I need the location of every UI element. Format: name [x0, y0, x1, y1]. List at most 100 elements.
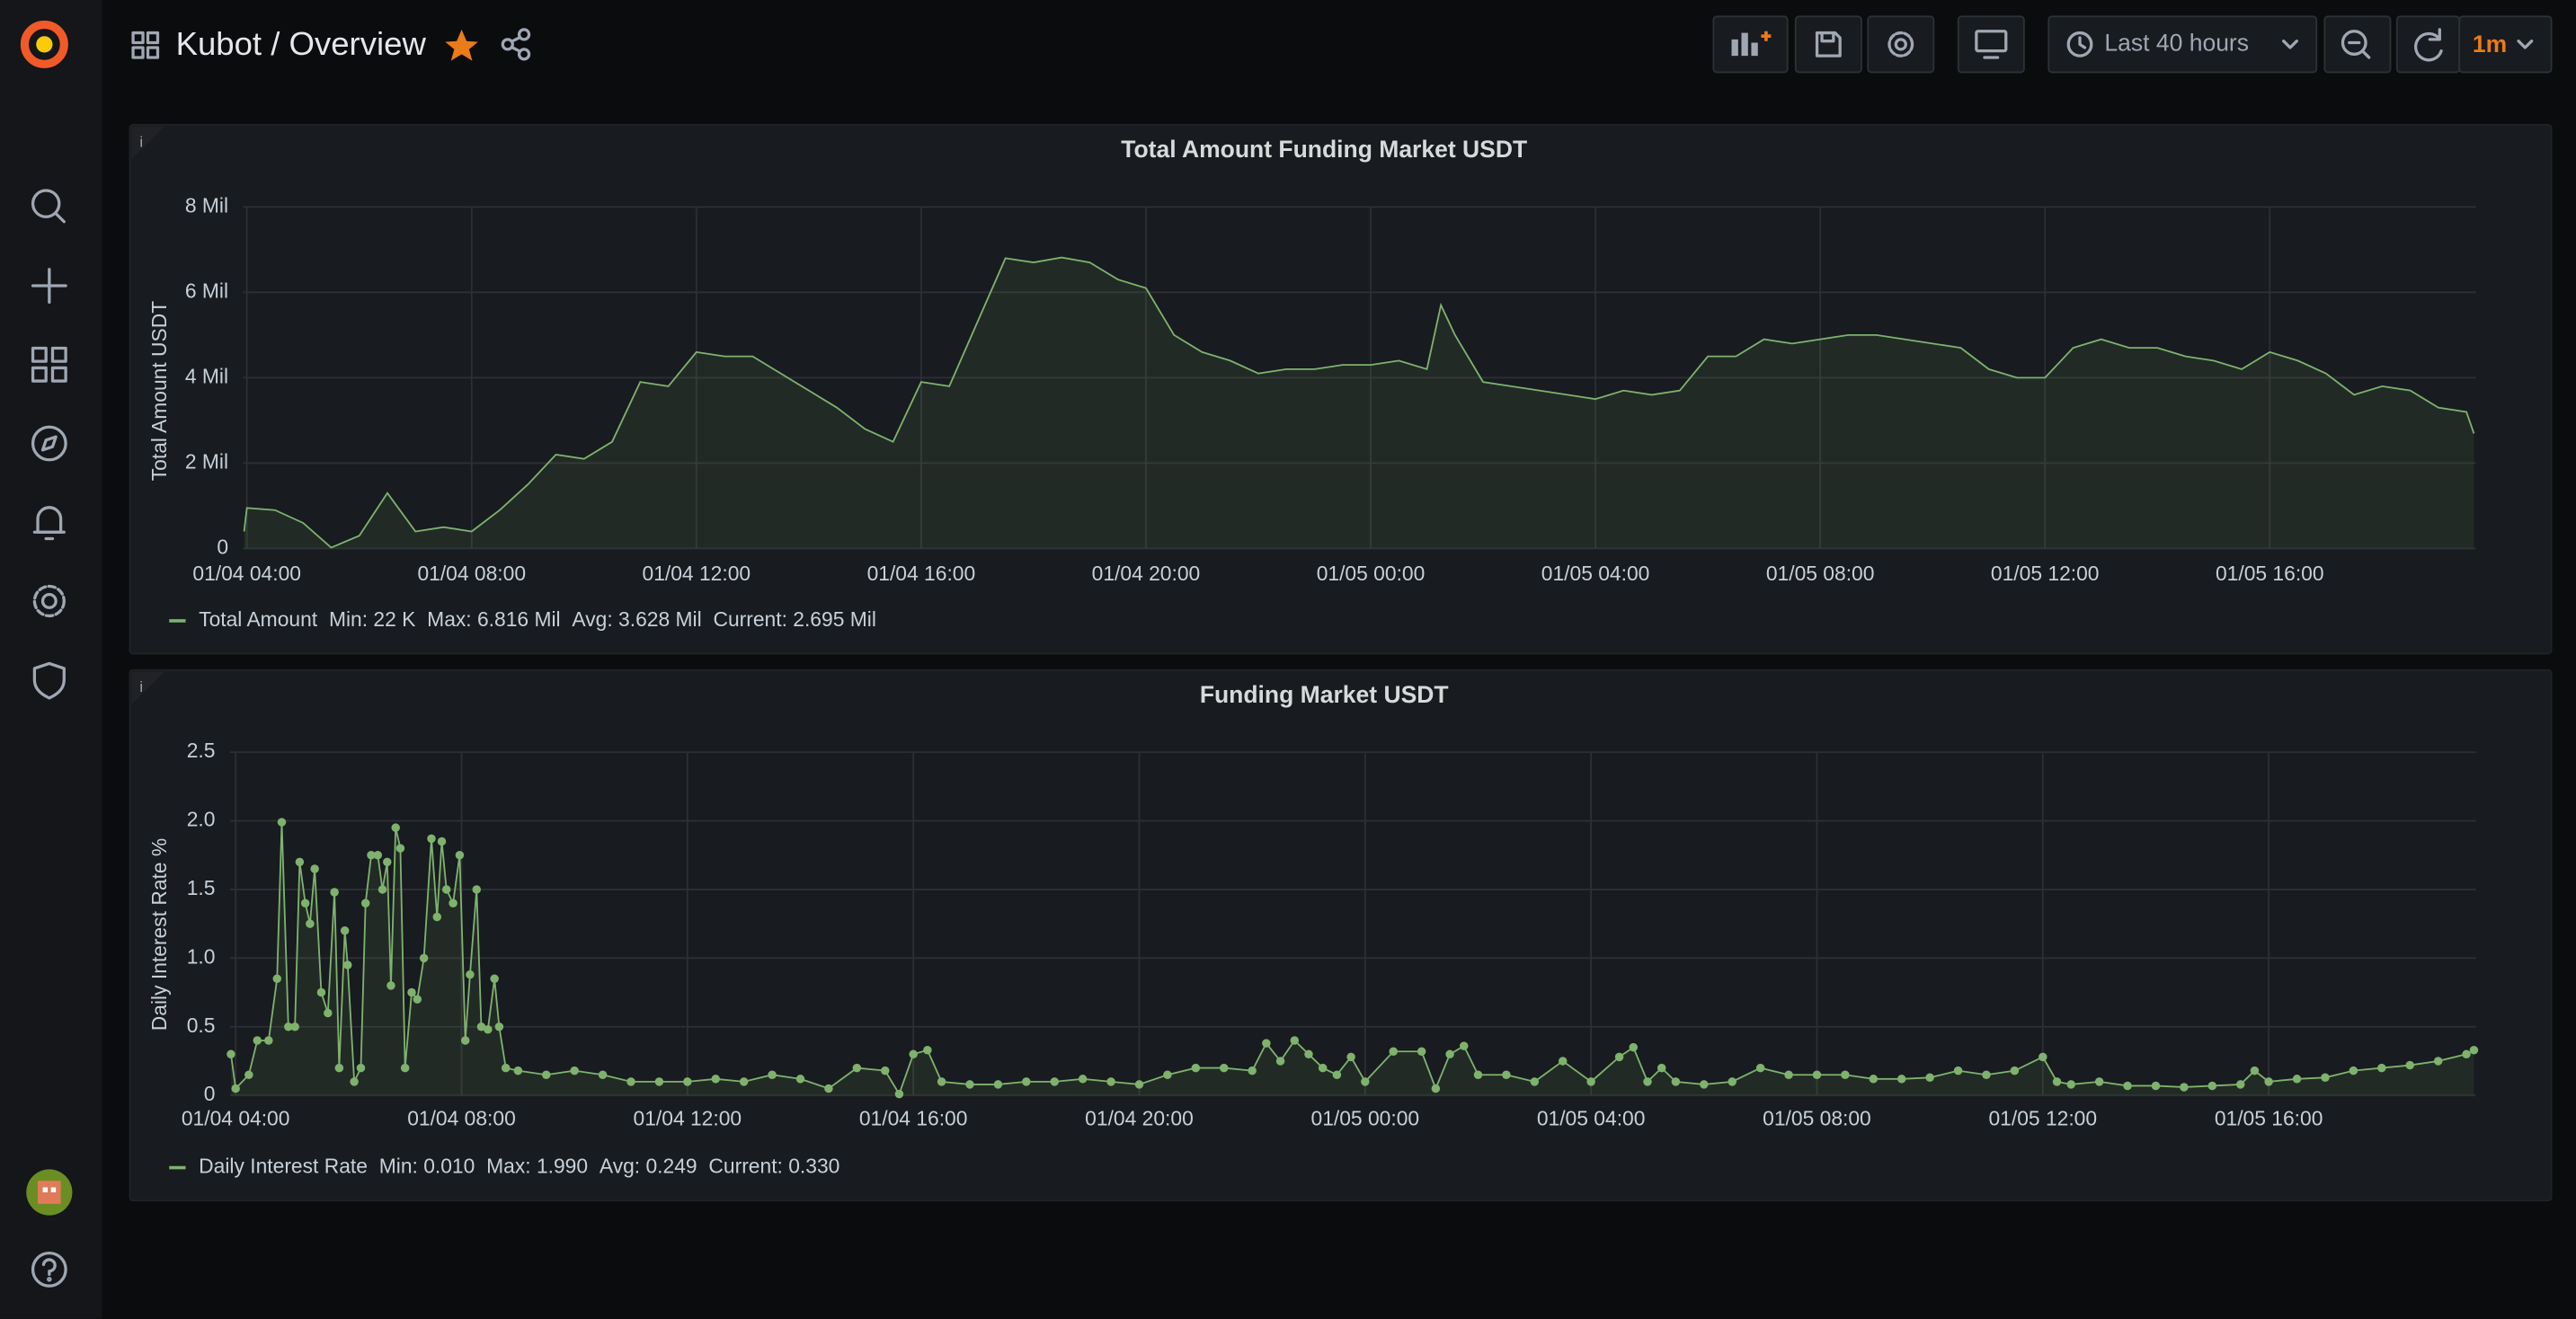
settings-button[interactable] [1867, 15, 1935, 74]
data-point [993, 1080, 1003, 1089]
data-point [1346, 1052, 1355, 1062]
data-point [768, 1070, 777, 1079]
data-point [1445, 1049, 1454, 1059]
legend-stat: Max: 6.816 Mil [427, 607, 560, 631]
refresh-button[interactable] [2395, 15, 2461, 74]
dashboard-title[interactable]: Kubot / Overview [176, 25, 427, 62]
dashboards-icon[interactable] [31, 346, 67, 383]
data-point [1558, 1057, 1568, 1066]
data-point [1784, 1070, 1793, 1079]
tv-icon [1975, 30, 2008, 59]
data-point [413, 995, 422, 1004]
data-point [1389, 1047, 1398, 1057]
refresh-interval-picker[interactable] [2458, 15, 2553, 74]
chevron-icon [2517, 40, 2534, 49]
legend-stat: Current: 0.330 [708, 1155, 839, 1178]
data-point [1431, 1084, 1441, 1093]
configuration-icon[interactable] [32, 584, 66, 618]
legend-series-name: Total Amount [199, 607, 318, 631]
data-point [2264, 1077, 2273, 1086]
data-point [513, 1066, 523, 1076]
data-point [2292, 1075, 2302, 1084]
x-tick-label: 01/04 04:00 [192, 562, 301, 585]
time-picker[interactable] [2047, 15, 2318, 74]
data-point [909, 1049, 918, 1059]
data-point [441, 885, 451, 894]
data-point [1614, 1052, 1624, 1062]
y-axis-label: Total Amount USDT [147, 301, 171, 482]
data-point [880, 1066, 890, 1076]
data-point [1022, 1077, 1031, 1086]
data-point [1304, 1049, 1313, 1059]
data-point [1473, 1070, 1483, 1079]
alerting-icon[interactable] [32, 506, 66, 541]
data-point [330, 888, 339, 897]
help-icon[interactable] [31, 1251, 67, 1288]
x-tick-label: 01/05 16:00 [2216, 562, 2324, 585]
data-point [1262, 1039, 1271, 1048]
data-point [356, 1063, 366, 1073]
data-point [484, 1025, 493, 1034]
data-point [407, 987, 416, 997]
y-tick-label: 2.5 [187, 739, 216, 762]
data-point [373, 850, 383, 860]
data-point [2052, 1077, 2062, 1086]
x-tick-label: 01/05 00:00 [1317, 562, 1426, 585]
data-point [541, 1070, 551, 1079]
star-icon[interactable] [445, 29, 478, 61]
legend-stat: Min: 22 K [329, 607, 415, 631]
x-tick-label: 01/04 04:00 [182, 1107, 290, 1130]
data-point [711, 1075, 721, 1084]
data-point [2094, 1077, 2104, 1086]
data-point [1953, 1066, 1963, 1076]
data-point [391, 823, 400, 832]
time-range-label: Last 40 hours [2104, 29, 2249, 56]
data-point [501, 1063, 511, 1073]
panel [129, 668, 2553, 1202]
data-point [654, 1077, 664, 1086]
data-point [937, 1077, 946, 1086]
data-point [1530, 1077, 1540, 1086]
y-tick-label: 2.0 [187, 808, 216, 831]
data-point [2039, 1052, 2047, 1062]
data-point [419, 953, 429, 963]
data-point [1925, 1073, 1934, 1083]
data-point [1417, 1047, 1426, 1057]
data-point [472, 885, 482, 894]
data-point [350, 1077, 359, 1086]
data-point [340, 926, 350, 935]
x-tick-label: 01/05 08:00 [1766, 562, 1875, 585]
explore-icon[interactable] [31, 425, 67, 462]
data-point [1361, 1077, 1370, 1086]
data-point [466, 969, 475, 979]
series-line [230, 822, 2474, 1096]
data-point [253, 1036, 262, 1045]
panel [129, 123, 2553, 655]
legend-stat: Max: 1.990 [486, 1155, 588, 1178]
data-point [1275, 1057, 1285, 1066]
x-tick-label: 01/05 16:00 [2215, 1107, 2323, 1130]
grafana-logo[interactable] [20, 20, 68, 68]
refresh-interval-label: 1m [2473, 31, 2507, 58]
legend-stat: Avg: 0.249 [600, 1155, 697, 1178]
data-point [2010, 1066, 2020, 1076]
add-panel-button[interactable] [1712, 15, 1789, 74]
data-point [1841, 1070, 1850, 1079]
x-tick-label: 01/05 12:00 [1988, 1107, 2097, 1130]
user-avatar[interactable] [26, 1169, 73, 1216]
create-icon[interactable] [31, 268, 67, 304]
save-button[interactable] [1794, 15, 1862, 74]
x-tick-label: 01/05 04:00 [1541, 562, 1650, 585]
data-point [360, 899, 370, 907]
refresh-icon [2413, 28, 2443, 62]
data-point [1755, 1063, 1765, 1073]
server-admin-icon[interactable] [32, 661, 66, 700]
zoom-out-button[interactable] [2323, 15, 2392, 74]
data-point [455, 850, 465, 860]
share-icon[interactable] [501, 28, 531, 61]
tv-mode-button[interactable] [1957, 15, 2025, 74]
data-point [1657, 1063, 1666, 1073]
search-icon[interactable] [31, 189, 66, 224]
data-point [1219, 1063, 1229, 1073]
